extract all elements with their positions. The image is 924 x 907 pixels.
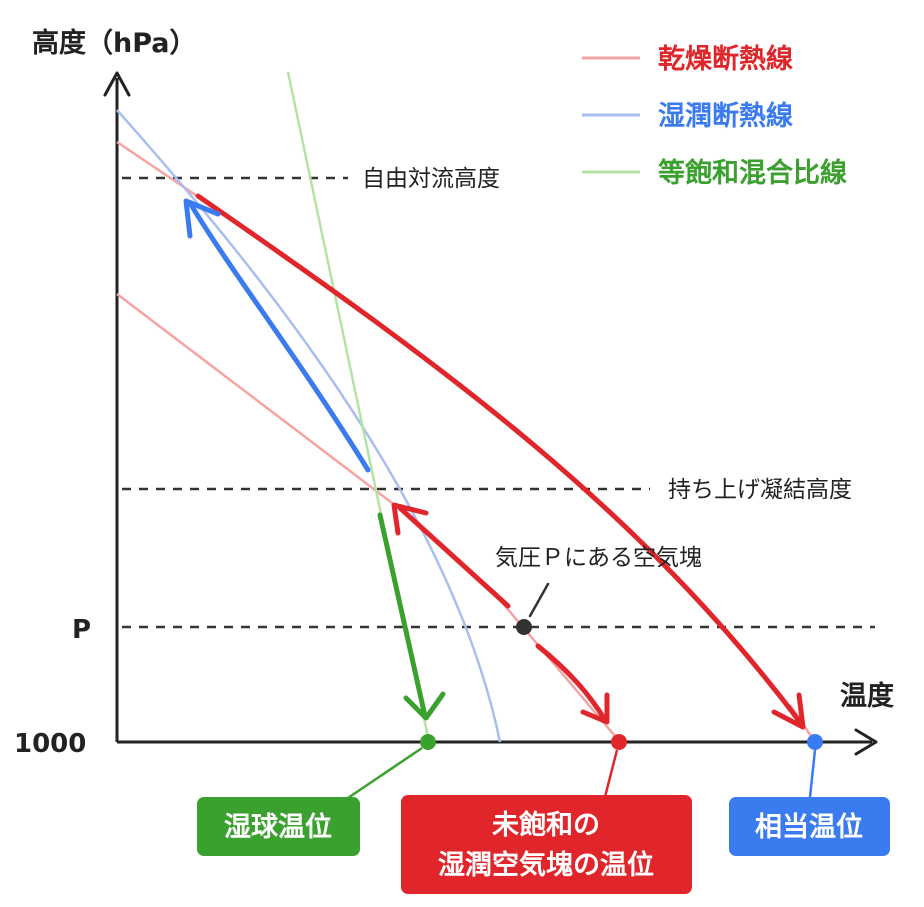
legend-dry-label: 乾燥断熱線 [658, 43, 793, 75]
dry-descent-arrowhead [771, 692, 806, 730]
unsaturated-leader [603, 749, 619, 798]
x-axis-label: 温度 [840, 680, 894, 712]
parcel-leader-line [528, 582, 550, 618]
parcel-label: 気圧Ｐにある空気塊 [495, 545, 702, 571]
y-tick-1000: 1000 [14, 729, 86, 759]
legend-moist-label: 湿潤断熱線 [658, 100, 793, 132]
parcel-lift-arrowhead [391, 502, 429, 536]
y-axis-arrowhead [103, 71, 131, 97]
wet-bulb-box-label: 湿球温位 [224, 811, 332, 843]
moist-adiabat-line [116, 109, 502, 743]
parcel-descent-curve [535, 643, 608, 723]
parcel-lift-line [397, 505, 511, 609]
wet-bulb-descent-arrowhead [403, 691, 446, 721]
x-axis-arrowhead [854, 728, 878, 756]
y-axis-label: 高度（hPa） [32, 27, 197, 59]
unsaturated-box-line2: 湿潤空気塊の温位 [438, 849, 654, 881]
unsaturated-box [401, 795, 692, 894]
dry-adiabat-descent-curve [195, 193, 803, 725]
lfc-level-label: 自由対流高度 [362, 166, 500, 192]
equivalent-leader [808, 749, 817, 798]
wet-bulb-dot [420, 734, 436, 750]
lcl-level-label: 持ち上げ凝結高度 [668, 477, 852, 503]
equivalent-theta-dot [807, 734, 823, 750]
unsaturated-theta-dot [611, 734, 627, 750]
equivalent-box-label: 相当温位 [755, 811, 863, 843]
wet-bulb-leader [344, 746, 423, 802]
moist-ascent-arrowhead [183, 198, 221, 239]
parcel-point [516, 619, 532, 635]
y-tick-p: P [72, 615, 91, 645]
parcel-descent-arrowhead [580, 692, 610, 725]
wet-bulb-box [197, 797, 360, 856]
legend: 乾燥断熱線 湿潤断熱線 等飽和混合比線 [582, 43, 847, 189]
dry-adiabat-lower [116, 293, 401, 510]
legend-mix-label: 等飽和混合比線 [658, 157, 847, 189]
equivalent-box [729, 797, 890, 856]
moist-adiabat-ascent-curve [187, 200, 371, 473]
wet-bulb-descent-line [377, 512, 428, 719]
unsaturated-box-line1: 未飽和の [492, 809, 600, 841]
